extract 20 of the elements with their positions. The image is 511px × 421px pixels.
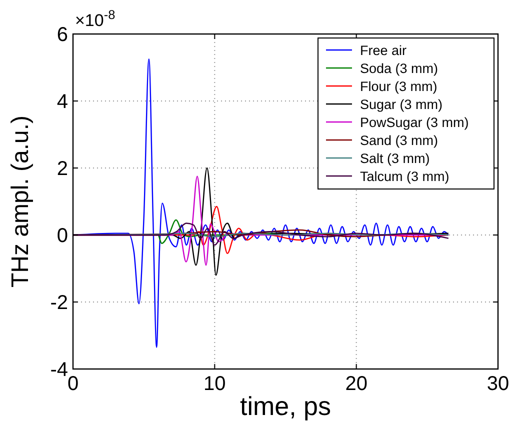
legend-label: Sugar (3 mm) — [360, 97, 443, 112]
y-axis-title: THz ampl. (a.u.) — [7, 115, 34, 288]
y-tick-label: 6 — [56, 24, 68, 46]
x-tick-label: 30 — [486, 373, 510, 395]
legend-label: Flour (3 mm) — [360, 79, 438, 94]
legend-label: PowSugar (3 mm) — [360, 115, 469, 130]
y-tick-label: -4 — [50, 359, 68, 381]
legend-label: Free air — [360, 43, 408, 58]
x-axis-title: time, ps — [240, 391, 332, 421]
legend-label: Salt (3 mm) — [360, 151, 430, 166]
y-tick-label: 0 — [56, 225, 68, 247]
legend-label: Talcum (3 mm) — [360, 169, 450, 184]
y-tick-label: 4 — [56, 91, 68, 113]
text: ×10$^{-8}$ — [75, 6, 116, 30]
y-tick-label: -2 — [50, 292, 68, 314]
legend-label: Soda (3 mm) — [360, 61, 438, 76]
x-tick-label: 10 — [204, 373, 226, 395]
x-tick-label: 20 — [345, 373, 368, 395]
y-tick-label: 2 — [56, 158, 68, 180]
legend-label: Sand (3 mm) — [360, 133, 438, 148]
